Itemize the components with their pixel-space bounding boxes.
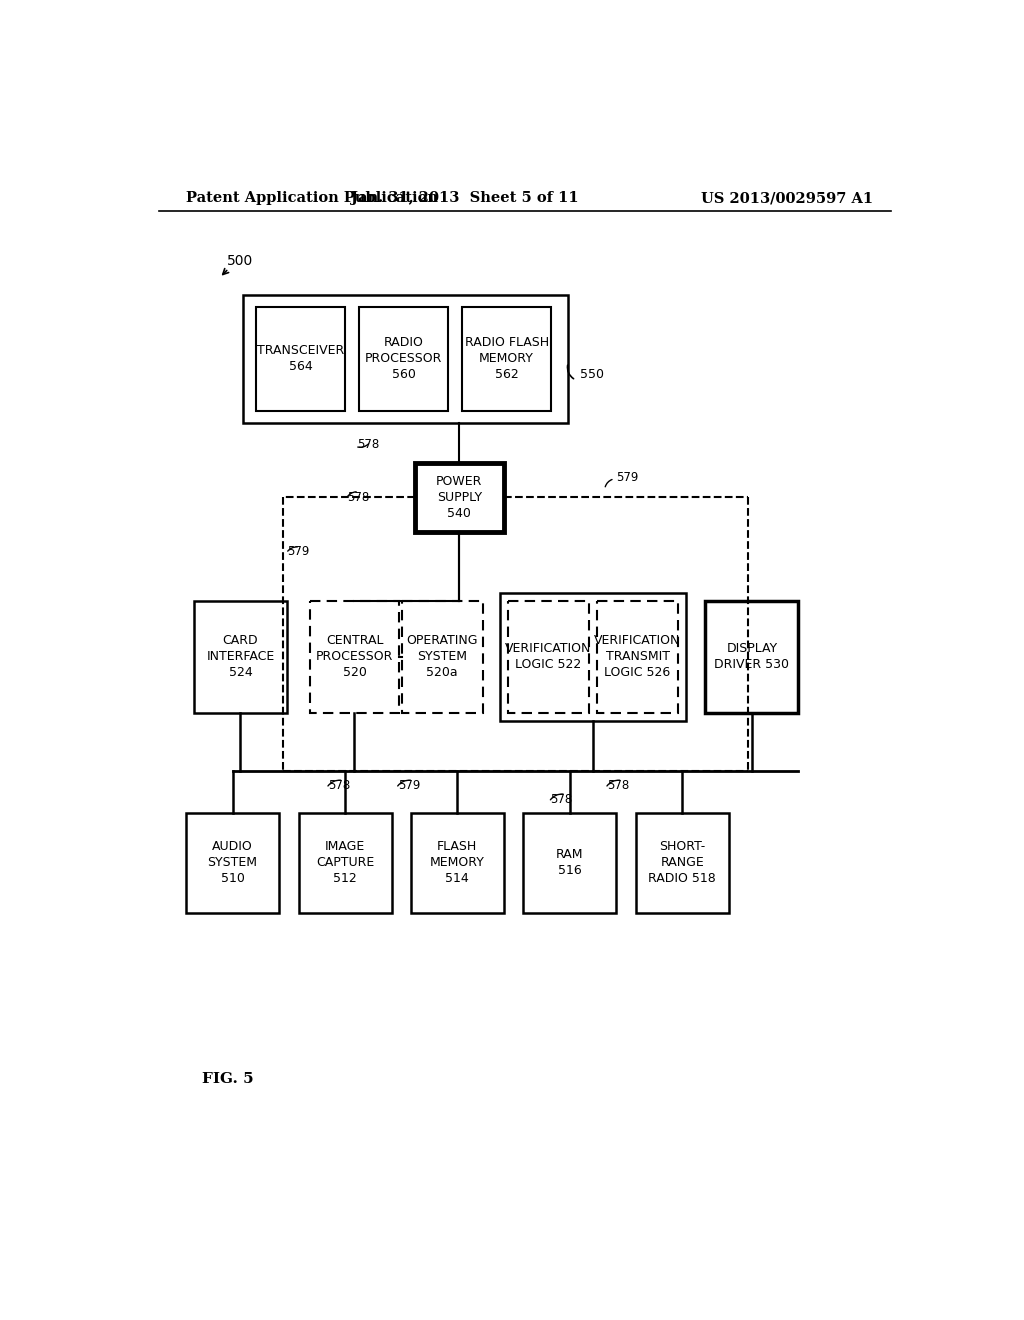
Bar	[310, 601, 399, 713]
Text: 579: 579	[287, 545, 309, 557]
Bar	[636, 813, 729, 913]
Text: 550: 550	[580, 368, 604, 381]
Text: 500: 500	[227, 253, 254, 268]
Text: CARD
INTERFACE
524: CARD INTERFACE 524	[206, 635, 274, 680]
Bar	[243, 296, 568, 422]
Text: DISPLAY
DRIVER 530: DISPLAY DRIVER 530	[715, 643, 790, 672]
Text: 579: 579	[616, 471, 639, 484]
Text: FLASH
MEMORY
514: FLASH MEMORY 514	[430, 841, 484, 886]
Bar	[411, 813, 504, 913]
Bar	[415, 462, 504, 532]
Text: Jan. 31, 2013  Sheet 5 of 11: Jan. 31, 2013 Sheet 5 of 11	[351, 191, 579, 206]
Text: 578: 578	[347, 491, 370, 504]
Text: 578: 578	[328, 779, 350, 792]
Text: OPERATING
SYSTEM
520a: OPERATING SYSTEM 520a	[407, 635, 478, 680]
Bar	[523, 813, 616, 913]
Bar	[299, 813, 391, 913]
Text: VERIFICATION
TRANSMIT
LOGIC 526: VERIFICATION TRANSMIT LOGIC 526	[594, 635, 681, 680]
Text: SHORT-
RANGE
RADIO 518: SHORT- RANGE RADIO 518	[648, 841, 716, 886]
Bar	[706, 601, 799, 713]
Bar	[186, 813, 280, 913]
Text: RADIO FLASH
MEMORY
562: RADIO FLASH MEMORY 562	[465, 337, 549, 381]
Bar	[508, 601, 589, 713]
Text: VERIFICATION
LOGIC 522: VERIFICATION LOGIC 522	[505, 643, 592, 672]
Text: 579: 579	[397, 779, 420, 792]
Text: 578: 578	[607, 779, 629, 792]
Text: TRANSCEIVER
564: TRANSCEIVER 564	[257, 345, 344, 374]
Bar	[194, 601, 287, 713]
Bar	[462, 308, 551, 411]
Bar	[256, 308, 345, 411]
Text: 578: 578	[550, 793, 572, 807]
Bar	[401, 601, 483, 713]
Text: AUDIO
SYSTEM
510: AUDIO SYSTEM 510	[208, 841, 258, 886]
Text: POWER
SUPPLY
540: POWER SUPPLY 540	[436, 475, 482, 520]
Text: Patent Application Publication: Patent Application Publication	[186, 191, 438, 206]
Bar	[500, 594, 686, 721]
Text: 578: 578	[356, 438, 379, 451]
Text: FIG. 5: FIG. 5	[202, 1072, 253, 1085]
Text: CENTRAL
PROCESSOR
520: CENTRAL PROCESSOR 520	[316, 635, 393, 680]
Bar	[359, 308, 449, 411]
Text: IMAGE
CAPTURE
512: IMAGE CAPTURE 512	[315, 841, 374, 886]
Text: RAM
516: RAM 516	[556, 849, 584, 878]
Text: US 2013/0029597 A1: US 2013/0029597 A1	[700, 191, 872, 206]
Bar	[597, 601, 678, 713]
Text: RADIO
PROCESSOR
560: RADIO PROCESSOR 560	[365, 337, 442, 381]
